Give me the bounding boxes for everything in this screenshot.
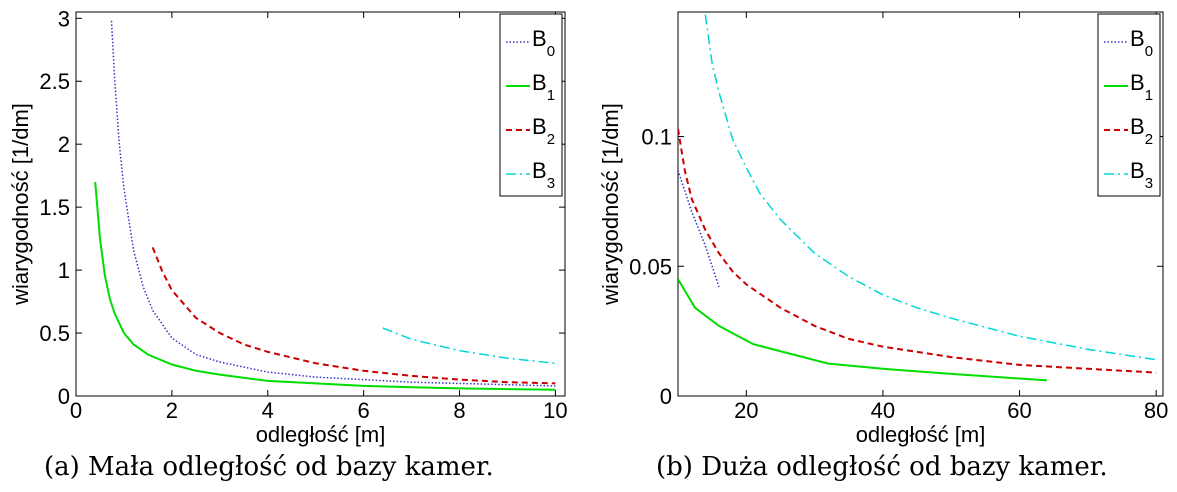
y-tick-label: 0.05: [629, 254, 672, 279]
legend-box: [499, 13, 563, 197]
chart-b: 20 40 60 80 0 0.05 0.1 odległość [m] wiarygodnoś…: [598, 11, 1168, 447]
chart-a: 0 2 4 6 8 10 0 0.5 1 1.5 2 2.5 3 odległość [m] wiarygo…: [8, 6, 568, 447]
y-tick-label: 0: [58, 384, 70, 409]
x-tick-label: 80: [1144, 398, 1168, 423]
series-line-b0: [678, 170, 720, 288]
legend-label-b2: B2: [1130, 114, 1153, 148]
y-tick-label: 1: [58, 258, 70, 283]
x-axis-label: odległość [m]: [856, 422, 986, 447]
legend-label-b1: B1: [1130, 70, 1153, 104]
figure: 0 2 4 6 8 10 0 0.5 1 1.5 2 2.5 3 odległość [m] wiarygo…: [8, 6, 1168, 447]
y-tick-label: 1.5: [39, 195, 70, 220]
legend-label-b2: B2: [532, 114, 555, 148]
series-line-b3: [704, 14, 1157, 361]
x-tick-label: 8: [453, 398, 465, 423]
plot-frame: [75, 11, 566, 397]
series-line-b1: [94, 181, 556, 391]
y-axis-label: wiarygodność [1/dm]: [8, 103, 33, 306]
y-tick-label: 0.1: [641, 125, 672, 150]
legend-label-b0: B0: [1130, 26, 1153, 60]
legend-box: [1097, 13, 1161, 197]
caption-b: (b) Duża odległość od bazy kamer.: [656, 452, 1108, 482]
x-tick-label: 10: [543, 398, 567, 423]
y-axis-label: wiarygodność [1/dm]: [598, 103, 623, 306]
x-tick-label: 60: [1007, 398, 1031, 423]
x-tick-label: 2: [166, 398, 178, 423]
plot-frame: [677, 11, 1164, 397]
legend-label-b3: B3: [1130, 158, 1153, 192]
x-tick-label: 4: [262, 398, 274, 423]
series-line-b1: [678, 278, 1047, 382]
y-tick-label: 2: [58, 132, 70, 157]
series-line-b3: [382, 327, 556, 365]
legend: B0 B1 B2 B3: [499, 13, 563, 197]
series-line-b0: [110, 20, 556, 387]
y-tick-label: 0.5: [39, 321, 70, 346]
x-tick-label: 6: [358, 398, 370, 423]
legend-label-b3: B3: [532, 158, 555, 192]
x-tick-label: 0: [70, 398, 82, 423]
legend: B0 B1 B2 B3: [1097, 13, 1161, 197]
y-tick-label: 0: [660, 384, 672, 409]
legend-label-b0: B0: [532, 26, 555, 60]
x-axis-label: odległość [m]: [256, 422, 386, 447]
y-tick-label: 3: [58, 6, 70, 31]
legend-label-b1: B1: [532, 70, 555, 104]
series-line-b2: [151, 247, 556, 385]
series-line-b2: [678, 128, 1157, 374]
caption-a: (a) Mała odległość od bazy kamer.: [44, 452, 494, 482]
y-tick-label: 2.5: [39, 69, 70, 94]
x-tick-label: 40: [871, 398, 895, 423]
x-tick-label: 20: [734, 398, 758, 423]
